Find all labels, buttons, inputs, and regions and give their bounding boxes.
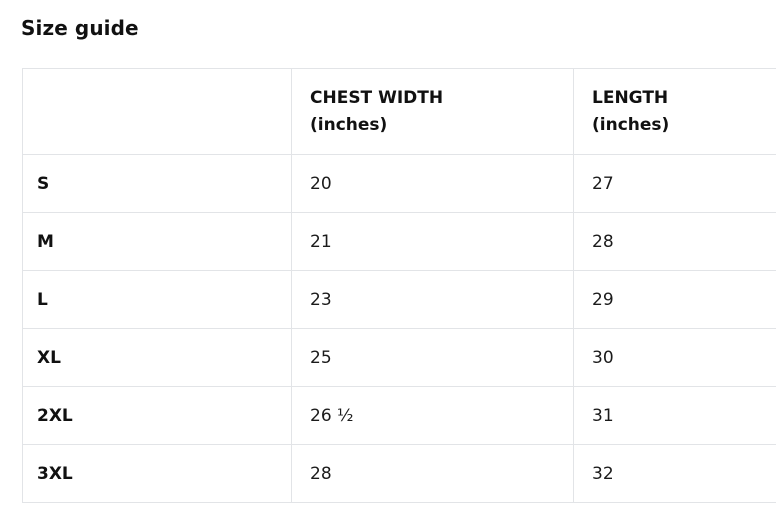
header-length: LENGTH (inches) [573, 68, 776, 155]
page-title: Size guide [21, 16, 139, 40]
cell-chest: 21 [291, 212, 574, 271]
cell-chest: 23 [291, 270, 574, 329]
cell-chest: 25 [291, 328, 574, 387]
cell-length: 27 [573, 154, 776, 213]
row-size-label: M [22, 212, 292, 271]
row-size-label: XL [22, 328, 292, 387]
row-size-label: 2XL [22, 386, 292, 445]
cell-length: 31 [573, 386, 776, 445]
header-chest-width: CHEST WIDTH (inches) [291, 68, 574, 155]
table-row: XL 25 30 [22, 328, 776, 387]
header-corner-cell [22, 68, 292, 155]
cell-length: 29 [573, 270, 776, 329]
table-row: S 20 27 [22, 154, 776, 213]
row-size-label: L [22, 270, 292, 329]
cell-length: 32 [573, 444, 776, 503]
table-row: 3XL 28 32 [22, 444, 776, 503]
table-row: M 21 28 [22, 212, 776, 271]
row-size-label: 3XL [22, 444, 292, 503]
size-guide-table: CHEST WIDTH (inches) LENGTH (inches) S 20… [22, 68, 776, 503]
size-table-body: S 20 27 M 21 28 L 23 29 XL 25 30 2XL 26 ½ 31 3XL 28 32 [22, 154, 776, 503]
header-row: CHEST WIDTH (inches) LENGTH (inches) [22, 68, 776, 155]
cell-length: 28 [573, 212, 776, 271]
size-table-header: CHEST WIDTH (inches) LENGTH (inches) [22, 68, 776, 155]
cell-chest: 28 [291, 444, 574, 503]
table-row: 2XL 26 ½ 31 [22, 386, 776, 445]
table-row: L 23 29 [22, 270, 776, 329]
cell-chest: 26 ½ [291, 386, 574, 445]
row-size-label: S [22, 154, 292, 213]
cell-chest: 20 [291, 154, 574, 213]
cell-length: 30 [573, 328, 776, 387]
